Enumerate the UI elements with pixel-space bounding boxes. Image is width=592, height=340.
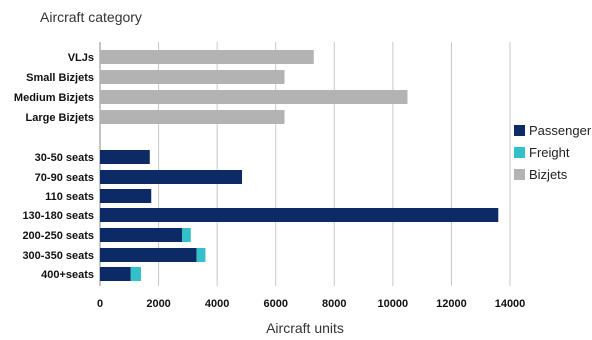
bar-bizjets — [100, 70, 285, 84]
x-tick-label: 8000 — [322, 298, 346, 310]
bar-passenger — [100, 150, 150, 164]
legend-swatch-passenger — [514, 125, 525, 136]
x-tick-label: 2000 — [146, 298, 170, 310]
legend-label: Passenger — [529, 123, 592, 138]
category-labels: VLJs Small Bizjets Medium Bizjets Large Biz… — [14, 52, 94, 281]
x-tick-labels: 0 2000 4000 6000 8000 10000 12000 14000 — [97, 298, 525, 310]
category-label: 70-90 seats — [35, 172, 94, 184]
bars — [100, 50, 499, 281]
category-label: VLJs — [68, 52, 94, 64]
legend-label: Freight — [529, 145, 570, 160]
bar-freight — [196, 248, 206, 262]
x-tick-label: 10000 — [378, 298, 409, 310]
category-label: 30-50 seats — [35, 152, 94, 164]
bar-passenger — [100, 267, 131, 281]
legend-label: Bizjets — [529, 167, 568, 182]
legend-swatch-bizjets — [514, 169, 525, 180]
category-label: 110 seats — [45, 191, 94, 203]
legend-swatch-freight — [514, 147, 525, 158]
bar-bizjets — [100, 90, 408, 104]
category-label: 200-250 seats — [22, 230, 94, 242]
category-label: 400+seats — [41, 269, 94, 281]
category-label: 300-350 seats — [22, 250, 94, 262]
x-tick-label: 0 — [97, 298, 103, 310]
category-label: Medium Bizjets — [14, 92, 94, 104]
bar-passenger — [100, 248, 197, 262]
category-label: 130-180 seats — [22, 210, 94, 222]
x-tick-label: 6000 — [263, 298, 287, 310]
bar-freight — [182, 228, 191, 242]
bar-passenger — [100, 228, 182, 242]
y-axis-title: Aircraft category — [40, 9, 142, 25]
bar-passenger — [100, 208, 499, 222]
x-axis-title: Aircraft units — [266, 320, 344, 336]
bar-passenger — [100, 170, 243, 184]
category-label: Small Bizjets — [26, 72, 94, 84]
bar-freight — [130, 267, 141, 281]
x-tick-label: 12000 — [436, 298, 467, 310]
bar-bizjets — [100, 50, 314, 64]
bar-passenger — [100, 189, 152, 203]
x-tick-label: 4000 — [205, 298, 229, 310]
category-label: Large Bizjets — [26, 112, 94, 124]
x-tick-label: 14000 — [495, 298, 526, 310]
bar-bizjets — [100, 110, 285, 124]
legend: Passenger Freight Bizjets — [514, 123, 592, 182]
